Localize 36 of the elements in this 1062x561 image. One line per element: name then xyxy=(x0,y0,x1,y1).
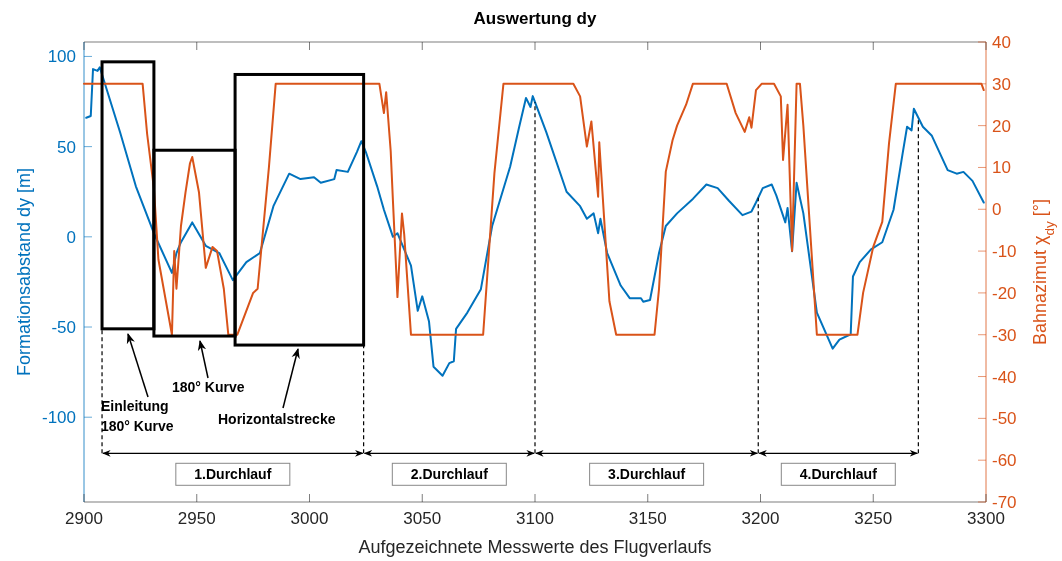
x-tick-label: 3050 xyxy=(403,509,442,528)
annotation: 3.Durchlauf xyxy=(608,466,686,483)
y-tick-label: 0 xyxy=(66,227,76,247)
annotation: 4.Durchlauf xyxy=(799,466,878,483)
y2-tick-label: -30 xyxy=(992,325,1017,345)
y2-tick-label: -50 xyxy=(992,409,1017,429)
y2-tick-label: -70 xyxy=(992,493,1017,512)
y2-tick-label: 30 xyxy=(992,74,1011,94)
x-tick-label: 2900 xyxy=(65,509,103,528)
y2-tick-label: -10 xyxy=(992,242,1017,262)
x-axis-title: Aufgezeichnete Messwerte des Flugverlaufs xyxy=(358,537,712,557)
x-tick-label: 3100 xyxy=(516,509,554,528)
chart-title: Auswertung dy xyxy=(473,9,597,28)
y-tick-label: -100 xyxy=(41,408,76,428)
y-tick-label: -50 xyxy=(51,318,76,338)
annotation: Horizontalstrecke xyxy=(218,411,336,427)
y-tick-label: 50 xyxy=(57,137,76,157)
y-axis-title: Formationsabstand dy [m] xyxy=(14,167,34,377)
y2-tick-label: 10 xyxy=(992,158,1011,178)
y2-tick-label: 40 xyxy=(992,33,1011,52)
y2-tick-label: 20 xyxy=(992,116,1011,136)
x-tick-label: 3200 xyxy=(741,509,780,528)
annotation: 1.Durchlauf xyxy=(194,466,272,483)
annotation: 180° Kurve xyxy=(172,379,245,395)
y2-tick-label: -20 xyxy=(992,283,1017,303)
annotation: Einleitung 180° Kurve xyxy=(101,398,174,434)
x-tick-label: 3150 xyxy=(628,509,667,528)
y-tick-label: 100 xyxy=(47,47,76,67)
x-tick-label: 3300 xyxy=(967,509,1005,528)
y2-tick-label: 0 xyxy=(992,200,1002,220)
y2-tick-label: -60 xyxy=(992,451,1017,471)
x-tick-label: 3250 xyxy=(854,509,893,528)
y2-tick-label: -40 xyxy=(992,367,1017,387)
x-tick-label: 2950 xyxy=(177,509,216,528)
annotation: 2.Durchlauf xyxy=(410,466,489,483)
x-tick-label: 3000 xyxy=(290,509,329,528)
